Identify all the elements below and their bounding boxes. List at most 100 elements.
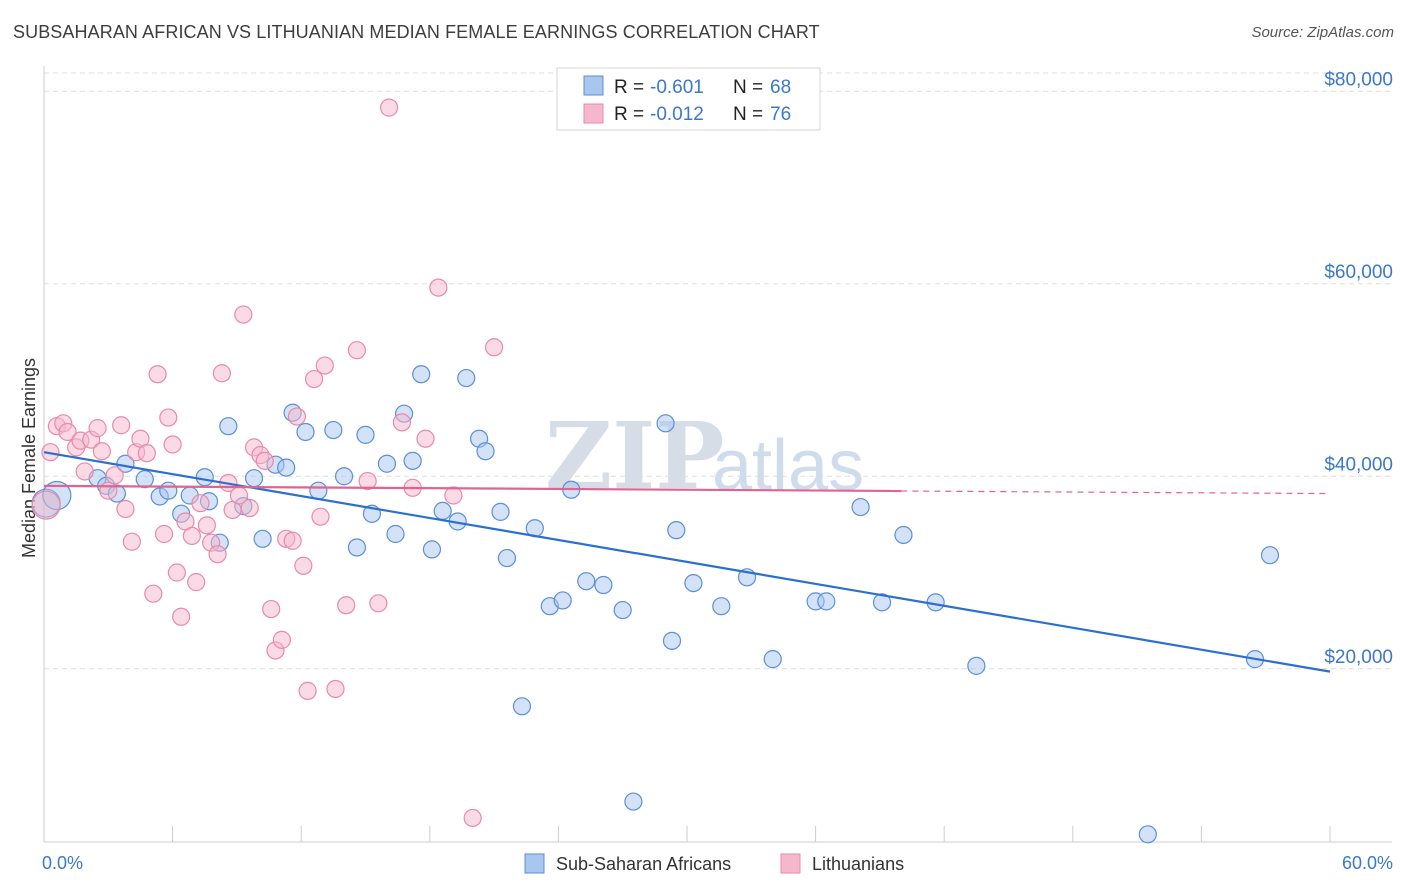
point-lithuanian [112, 416, 131, 435]
point-subsaharan [894, 525, 913, 545]
point-lithuanian [122, 532, 141, 551]
point-subsaharan [656, 414, 675, 433]
point-subsaharan [491, 502, 510, 521]
point-lithuanian [347, 341, 367, 360]
point-subsaharan [1260, 546, 1280, 565]
stats-n-label-0: N = [733, 77, 763, 98]
point-lithuanian [99, 481, 118, 500]
point-subsaharan [476, 442, 495, 461]
point-subsaharan [195, 468, 214, 487]
point-subsaharan [159, 481, 178, 500]
point-lithuanian [154, 524, 174, 544]
stats-n-label-1: N = [733, 104, 763, 125]
stats-n-value-1: 76 [770, 104, 791, 125]
point-lithuanian [287, 407, 307, 426]
point-subsaharan [253, 529, 272, 548]
stats-r-value-0: -0.601 [650, 77, 704, 98]
point-lithuanian [167, 563, 186, 582]
y-tick-label: $80,000 [1324, 69, 1393, 90]
watermark-atlas: atlas [712, 426, 864, 506]
point-subsaharan [403, 451, 422, 470]
point-lithuanian [272, 630, 292, 649]
point-lithuanian [294, 556, 313, 575]
point-subsaharan [386, 524, 405, 544]
point-subsaharan [594, 575, 613, 595]
stats-r-label-1: R = [614, 104, 644, 125]
point-lithuanian [163, 435, 182, 454]
point-lithuanian [212, 364, 231, 383]
trend-line-lithuanian [43, 484, 902, 493]
point-lithuanian [172, 607, 191, 626]
legend-swatch-blue [524, 853, 545, 874]
point-lithuanian [208, 545, 227, 564]
point-lithuanian [240, 498, 259, 518]
point-lithuanian [144, 584, 163, 603]
point-lithuanian [358, 471, 377, 491]
point-subsaharan [512, 697, 532, 716]
point-subsaharan [684, 573, 703, 593]
point-subsaharan [324, 420, 343, 440]
point-lithuanian [444, 486, 463, 505]
data-points [31, 98, 1280, 844]
point-subsaharan [244, 469, 264, 488]
point-subsaharan [577, 572, 596, 591]
point-subsaharan [662, 631, 682, 650]
point-subsaharan [334, 467, 354, 486]
point-lithuanian [283, 531, 302, 550]
x-tick-label-min: 0.0% [42, 853, 83, 873]
bottom-legend: Sub-Saharan Africans Lithuanians [524, 853, 904, 874]
chart-title: SUBSAHARAN AFRICAN VS LITHUANIAN MEDIAN … [13, 22, 820, 42]
stats-n-value-0: 68 [770, 77, 791, 98]
y-tick-label: $40,000 [1324, 454, 1393, 475]
point-lithuanian [369, 594, 388, 613]
point-subsaharan [296, 422, 315, 442]
point-subsaharan [817, 592, 836, 611]
x-tick-label-max: 60.0% [1342, 853, 1393, 873]
point-lithuanian [311, 507, 330, 526]
point-subsaharan [712, 597, 731, 616]
source-label: Source: ZipAtlas.com [1251, 24, 1394, 41]
point-lithuanian [298, 681, 317, 700]
point-lithuanian [197, 516, 216, 535]
point-subsaharan [347, 538, 367, 557]
point-subsaharan [412, 365, 431, 384]
point-subsaharan [667, 521, 686, 540]
point-lithuanian [105, 466, 124, 485]
stats-r-label-0: R = [614, 77, 644, 98]
point-subsaharan [763, 650, 782, 669]
legend-swatch-pink [780, 853, 801, 874]
stats-swatch-blue [583, 75, 604, 96]
point-lithuanian [315, 356, 334, 375]
point-subsaharan [872, 593, 892, 612]
point-subsaharan [377, 454, 397, 473]
point-subsaharan [497, 548, 517, 568]
point-lithuanian [191, 494, 210, 513]
point-lithuanian [463, 808, 482, 828]
stats-r-value-1: -0.012 [650, 104, 704, 125]
point-lithuanian [255, 451, 274, 470]
legend-label-lithuanians: Lithuanians [812, 854, 904, 874]
point-subsaharan [1138, 825, 1157, 844]
point-subsaharan [613, 600, 632, 620]
point-lithuanian [392, 413, 412, 432]
point-subsaharan [851, 497, 870, 517]
y-tick-label: $20,000 [1324, 647, 1393, 668]
y-tick-label: $60,000 [1324, 262, 1393, 283]
point-lithuanian [137, 444, 156, 463]
gridlines [44, 72, 1392, 670]
point-lithuanian [75, 462, 94, 481]
point-subsaharan [967, 656, 986, 675]
point-lithuanian [262, 599, 281, 619]
point-subsaharan [553, 591, 572, 610]
point-lithuanian [416, 429, 435, 448]
legend-label-subsaharan: Sub-Saharan Africans [556, 854, 731, 874]
stats-legend: R = -0.601 N = 68 R = -0.012 N = 76 [556, 67, 821, 131]
point-lithuanian [58, 422, 77, 442]
point-lithuanian [326, 679, 345, 699]
point-lithuanian [116, 499, 135, 519]
point-lithuanian [92, 442, 111, 461]
point-lithuanian [304, 369, 324, 389]
point-subsaharan [135, 470, 154, 489]
point-lithuanian [31, 490, 61, 520]
